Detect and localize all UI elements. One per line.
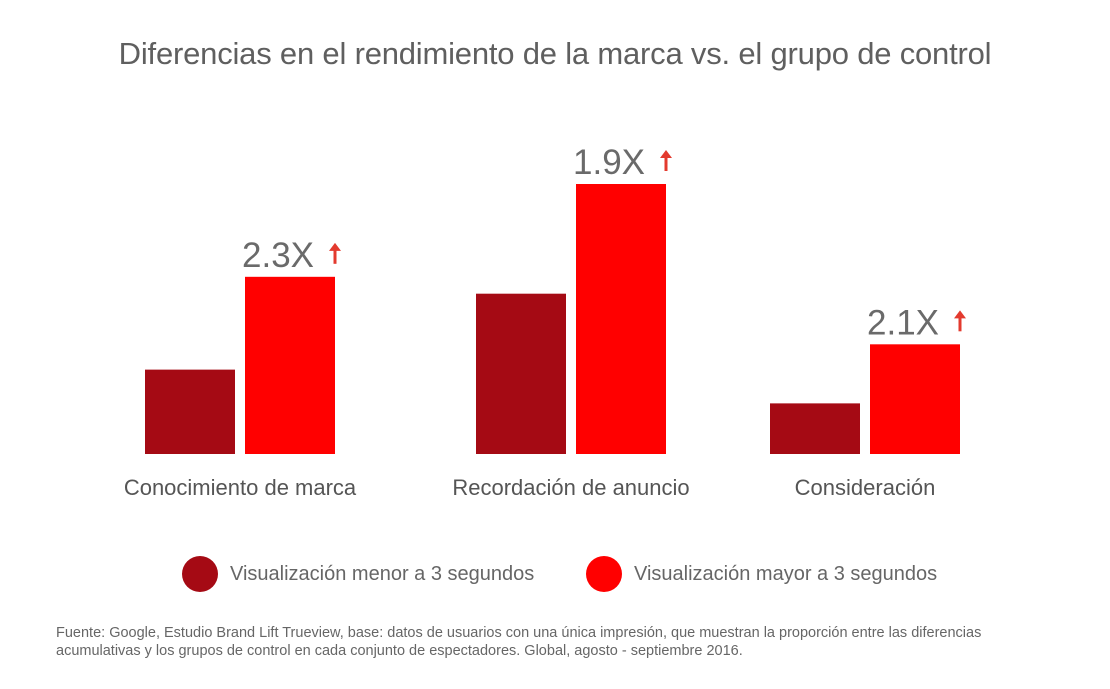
legend-swatch-short-view [182,556,218,592]
annotation-label-consideracion: 2.1X [867,303,939,342]
category-label-recordacion: Recordación de anuncio [452,475,689,500]
arrow-up-icon [660,150,672,171]
annotation-consideracion: 2.1X [867,303,966,342]
legend-item-long-view: Visualización mayor a 3 segundos [586,556,937,592]
arrow-up-icon [329,242,341,264]
chart-title: Diferencias en el rendimiento de la marc… [118,36,992,71]
bar-recordacion-short-view [476,293,566,454]
legend-swatch-long-view [586,556,622,592]
bar-conocimiento-short-view [145,369,235,454]
category-label-conocimiento: Conocimiento de marca [124,475,357,500]
annotation-recordacion: 1.9X [573,143,672,182]
legend-item-short-view: Visualización menor a 3 segundos [182,556,534,592]
legend-label-long-view: Visualización mayor a 3 segundos [634,562,938,585]
source-footnote: Fuente: Google, Estudio Brand Lift Truev… [56,625,982,659]
legend-label-short-view: Visualización menor a 3 segundos [230,562,535,585]
bar-conocimiento-long-view [245,276,335,454]
bar-chart: 2.3X Conocimiento de marca 1.9X Recordación… [124,143,966,500]
annotation-conocimiento: 2.3X [242,236,341,275]
legend: Visualización menor a 3 segundos Visuali… [0,556,1110,592]
bar-recordacion-long-view [576,184,666,454]
bar-consideracion-long-view [870,344,960,454]
annotation-label-conocimiento: 2.3X [242,236,314,275]
bar-consideracion-short-view [770,403,860,454]
category-label-consideracion: Consideración [795,475,936,500]
arrow-up-icon [954,310,966,332]
annotation-label-recordacion: 1.9X [573,143,645,182]
